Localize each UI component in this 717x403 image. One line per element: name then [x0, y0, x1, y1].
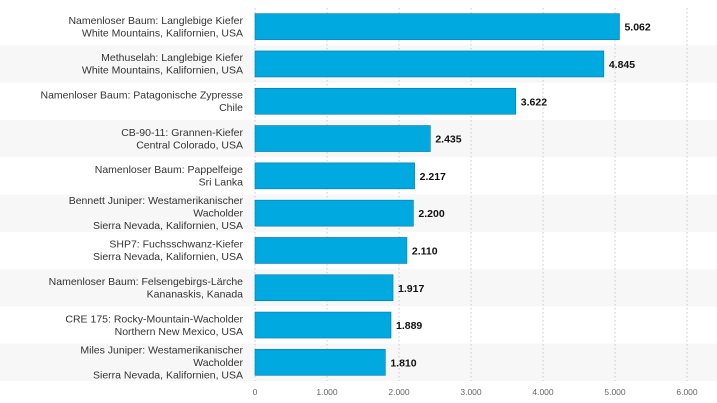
category-label-line: White Mountains, Kalifornien, USA: [82, 27, 243, 39]
bar-value-label: 1.810: [390, 357, 416, 369]
bar-value-label: 2.435: [435, 134, 461, 146]
category-label-line: Sierra Nevada, Kalifornien, USA: [93, 220, 243, 232]
category-label: SHP7: Fuchsschwanz-Kiefer Sierra Nevada, …: [93, 239, 243, 264]
x-tick-label: 6.000: [676, 387, 698, 397]
category-label-line: CB-90-11: Grannen-Kiefer: [121, 127, 243, 139]
category-label-line: CRE 175: Rocky-Mountain-Wacholder: [65, 313, 243, 325]
bar[interactable]: [254, 162, 415, 190]
category-label-line: Bennett Juniper: Westamerikanischer: [69, 195, 244, 207]
category-label-line: Wacholder: [193, 357, 243, 369]
x-axis-ticks: 0 1.000 2.000 3.000 4.000 5.000 6.000: [253, 387, 698, 397]
category-label-line: Namenloser Baum: Patagonische Zypresse: [40, 90, 243, 102]
category-label: CRE 175: Rocky-Mountain-Wacholder Norther…: [65, 313, 243, 338]
category-label: CB-90-11: Grannen-Kiefer Central Colorado…: [121, 127, 243, 152]
bar-value-label: 2.200: [418, 208, 444, 220]
bar-value-label: 2.110: [412, 245, 438, 257]
bar[interactable]: [254, 237, 408, 264]
category-label-line: Wacholder: [193, 208, 243, 220]
bar[interactable]: [254, 125, 431, 152]
bar[interactable]: [254, 311, 392, 339]
x-tick-label: 4.000: [532, 387, 554, 397]
bar[interactable]: [254, 274, 394, 302]
bar[interactable]: [254, 199, 414, 227]
category-label: Namenloser Baum: Pappelfeige Sri Lanka: [95, 164, 243, 189]
bar[interactable]: [254, 87, 517, 115]
category-label: Miles Juniper: Westamerikanischer Wachold…: [80, 344, 243, 381]
bar-value-label: 1.917: [398, 283, 424, 295]
category-label-line: Miles Juniper: Westamerikanischer: [80, 344, 243, 356]
value-labels: 5.062 4.845 3.622 2.435 2.217 2.200 2.110 1.917…: [390, 22, 651, 370]
x-tick-label: 5.000: [604, 387, 626, 397]
bar-value-label: 2.217: [420, 171, 446, 183]
category-label-line: Namenloser Baum: Pappelfeige: [95, 164, 243, 176]
x-tick-label: 0: [253, 387, 258, 397]
category-label-line: SHP7: Fuchsschwanz-Kiefer: [109, 239, 243, 251]
category-label-line: Namenloser Baum: Felsengebirgs-Lärche: [49, 276, 244, 288]
category-label-line: Chile: [219, 102, 243, 114]
bar-value-label: 5.062: [624, 22, 650, 34]
category-label-line: Northern New Mexico, USA: [115, 326, 243, 338]
category-label-line: Central Colorado, USA: [136, 139, 243, 151]
bar-value-label: 1.889: [396, 320, 422, 332]
bar[interactable]: [254, 13, 620, 40]
category-label-line: Kananaskis, Kanada: [147, 289, 243, 301]
category-label: Namenloser Baum: Felsengebirgs-Lärche Kan…: [49, 276, 244, 301]
category-label: Bennett Juniper: Westamerikanischer Wacho…: [69, 195, 244, 232]
category-label: Namenloser Baum: Langlebige Kiefer White …: [68, 15, 243, 40]
bars: [254, 13, 620, 376]
x-tick-label: 2.000: [388, 387, 410, 397]
bar-value-label: 4.845: [609, 59, 635, 71]
category-labels: Namenloser Baum: Langlebige Kiefer White …: [40, 15, 243, 381]
category-label-line: Sri Lanka: [199, 177, 244, 189]
category-label-line: White Mountains, Kalifornien, USA: [82, 65, 243, 77]
category-label: Namenloser Baum: Patagonische Zypresse Ch…: [40, 90, 243, 115]
x-tick-label: 1.000: [316, 387, 338, 397]
category-label-line: Namenloser Baum: Langlebige Kiefer: [68, 15, 243, 27]
category-label-line: Methuselah: Langlebige Kiefer: [101, 52, 243, 64]
category-label-line: Sierra Nevada, Kalifornien, USA: [93, 369, 243, 381]
category-label-line: Sierra Nevada, Kalifornien, USA: [93, 251, 243, 263]
bar[interactable]: [254, 349, 386, 376]
category-label: Methuselah: Langlebige Kiefer White Mount…: [82, 52, 244, 76]
bar-value-label: 3.622: [521, 96, 547, 108]
bar[interactable]: [254, 50, 605, 78]
x-tick-label: 3.000: [460, 387, 482, 397]
